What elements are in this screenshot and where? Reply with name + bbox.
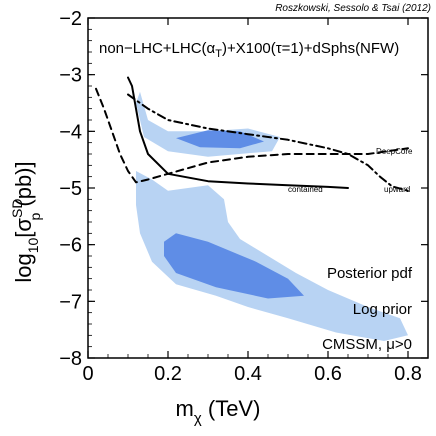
y-tick-label: −5: [59, 178, 82, 200]
y-tick-label: −3: [59, 65, 82, 87]
curve-deepcore: [127, 93, 409, 192]
y-tick-label: −7: [59, 291, 82, 313]
region-95-1: [136, 171, 408, 341]
y-tick-label: −4: [59, 121, 82, 143]
chart-header: non−LHC+LHC(αT)+X100(τ=1)+dSphs(NFW): [99, 40, 399, 60]
x-tick-label: 0.8: [394, 363, 422, 385]
credit-text: Roszkowski, Sessolo & Tsai (2012): [275, 3, 431, 14]
legend-posterior: Posterior pdf: [327, 265, 413, 282]
x-tick-label: 0.6: [314, 363, 342, 385]
credible-regions: [136, 91, 408, 341]
x-tick-label: 0: [82, 363, 93, 385]
curve-label-deepcore: DeepCore: [376, 147, 413, 156]
y-tick-label: −8: [59, 348, 82, 370]
axis-ticks: 0 0.2 0.4 0.6 0.8 −8 −7 −6 −5 −4 −3 −2: [59, 8, 429, 385]
curve-upward: [95, 87, 409, 184]
region-68-3: [164, 233, 304, 299]
y-axis-title: log10[σSD p (pb)]: [9, 161, 43, 282]
legend-prior: Log prior: [353, 301, 412, 318]
curve-label-upward: upward: [384, 185, 410, 194]
x-axis-title: mχ (TeV): [176, 396, 261, 427]
x-tick-label: 0.2: [154, 363, 182, 385]
region-68-2: [176, 130, 264, 149]
x-tick-label: 0.4: [234, 363, 262, 385]
y-tick-label: −2: [59, 8, 82, 30]
y-tick-label: −6: [59, 235, 82, 257]
curve-label-contained: contained: [288, 185, 323, 194]
legend-model: CMSSM, μ>0: [322, 336, 412, 353]
curve-labels: DeepCore contained upward: [288, 147, 413, 194]
limit-curves: [95, 76, 409, 192]
